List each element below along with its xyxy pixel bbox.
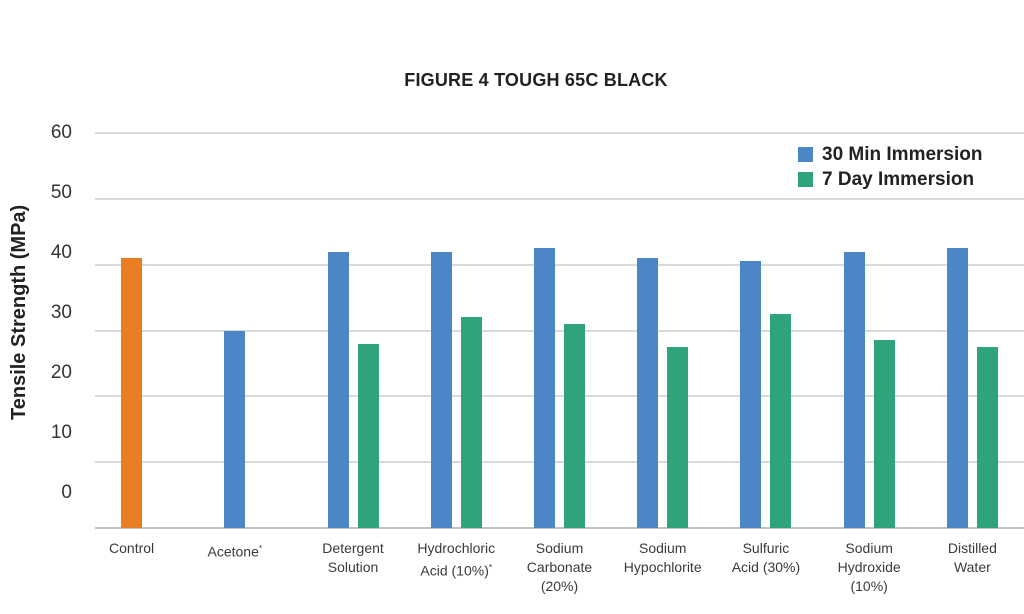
- y-tick-label-20: 20: [50, 362, 72, 383]
- x-category-label-sodium-hypochlorite: Sodium Hypochlorite: [623, 540, 702, 575]
- x-axis-line: [95, 527, 1024, 529]
- bar-7day-detergent-solution: [357, 343, 379, 528]
- gridline-40: [95, 263, 1024, 266]
- legend-label-30min: 30 Min Immersion: [822, 143, 983, 165]
- gridline-10: [95, 461, 1024, 464]
- bar-30min-sodium-hydroxide-10: [843, 251, 865, 528]
- legend-swatch-7day-icon: [798, 172, 813, 187]
- bar-30min-sodium-hypochlorite: [637, 258, 659, 528]
- x-category-label-detergent-solution: Detergent Solution: [322, 540, 384, 575]
- bar-30min-acetone: [224, 330, 246, 528]
- bar-30min-detergent-solution: [327, 251, 349, 528]
- bar-30min-hydrochloric-acid-10: [430, 251, 452, 528]
- legend-item-7day: 7 Day Immersion: [798, 167, 983, 192]
- x-category-label-sulfuric-acid-30: Sulfuric Acid (30%): [731, 540, 801, 575]
- x-category-label-hydrochloric-acid-10: Hydrochloric Acid (10%)*: [417, 540, 496, 579]
- bar-7day-sodium-hydroxide-10: [873, 340, 895, 528]
- x-category-label-sodium-carbonate-20: Sodium Carbonate (20%): [526, 540, 593, 594]
- bar-7day-distilled-water: [976, 346, 998, 528]
- bar-30min-sodium-carbonate-20: [534, 248, 555, 528]
- x-category-label-sodium-hydroxide-10: Sodium Hydroxide (10%): [837, 540, 901, 594]
- gridline-60: [95, 132, 1024, 134]
- y-tick-label-60: 60: [50, 122, 72, 143]
- x-category-label-distilled-water: Distilled Water: [947, 540, 997, 575]
- bar-30min-distilled-water: [946, 248, 968, 528]
- legend-swatch-30min-icon: [798, 147, 813, 162]
- bar-30min-sulfuric-acid-30: [740, 261, 762, 528]
- bar-30min-control: [121, 258, 143, 528]
- y-tick-label-40: 40: [50, 242, 72, 263]
- gridline-20: [95, 395, 1024, 398]
- legend: 30 Min Immersion 7 Day Immersion: [798, 142, 983, 192]
- chart-title: FIGURE 4 TOUGH 65C BLACK: [404, 70, 668, 90]
- y-tick-label-50: 50: [50, 182, 72, 203]
- y-tick-label-30: 30: [50, 302, 72, 323]
- gridline-50: [95, 197, 1024, 200]
- x-category-label-acetone: Acetone*: [207, 543, 263, 560]
- bar-7day-sodium-hypochlorite: [667, 346, 689, 528]
- x-category-label-control: Control: [109, 540, 155, 556]
- gridline-30: [95, 329, 1024, 332]
- bar-7day-hydrochloric-acid-10: [460, 317, 482, 528]
- y-tick-label-0: 0: [61, 482, 72, 503]
- bar-7day-sodium-carbonate-20: [564, 323, 585, 528]
- bar-7day-sulfuric-acid-30: [770, 314, 792, 528]
- legend-label-7day: 7 Day Immersion: [822, 168, 975, 190]
- y-tick-label-10: 10: [50, 422, 72, 443]
- legend-item-30min: 30 Min Immersion: [798, 142, 983, 167]
